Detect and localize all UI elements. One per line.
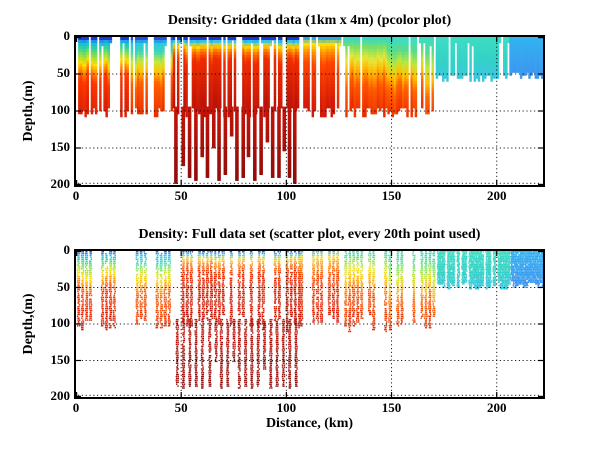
x-tick-label: 150 (381, 188, 402, 203)
y-tick-label: 50 (57, 65, 70, 80)
x-tick-label: 0 (72, 188, 80, 203)
x-tick-label: 50 (174, 400, 188, 415)
y-tick-label: 0 (63, 242, 71, 257)
x-tick-label: 50 (174, 188, 188, 203)
y-tick-label: 50 (57, 278, 70, 294)
x-axis-label: Distance, (km) (265, 416, 354, 431)
y-tick-label: 0 (63, 28, 71, 43)
pcolor-plot-canvas (76, 37, 543, 185)
y-tick-label: 200 (50, 388, 71, 403)
y-tick-label: 100 (50, 315, 71, 330)
bottom-plot-title: Density: Full data set (scatter plot, ev… (138, 227, 481, 242)
y-tick-label: 100 (50, 102, 71, 117)
y-tick-label: 150 (50, 351, 71, 367)
top-plot-title: Density: Gridded data (1km x 4m) (pcolor… (167, 13, 452, 28)
x-tick-label: 0 (72, 400, 80, 415)
scatter-plot-canvas (76, 251, 543, 397)
x-tick-label: 100 (276, 188, 297, 203)
x-tick-label: 200 (486, 188, 507, 203)
x-tick-label: 150 (381, 400, 402, 415)
top-plot-axes (74, 35, 545, 187)
bottom-plot-axes (74, 249, 545, 399)
y-tick-label: 200 (50, 176, 71, 191)
y-tick-label: 150 (50, 139, 71, 154)
x-tick-label: 200 (486, 400, 507, 415)
x-tick-label: 100 (276, 400, 297, 415)
